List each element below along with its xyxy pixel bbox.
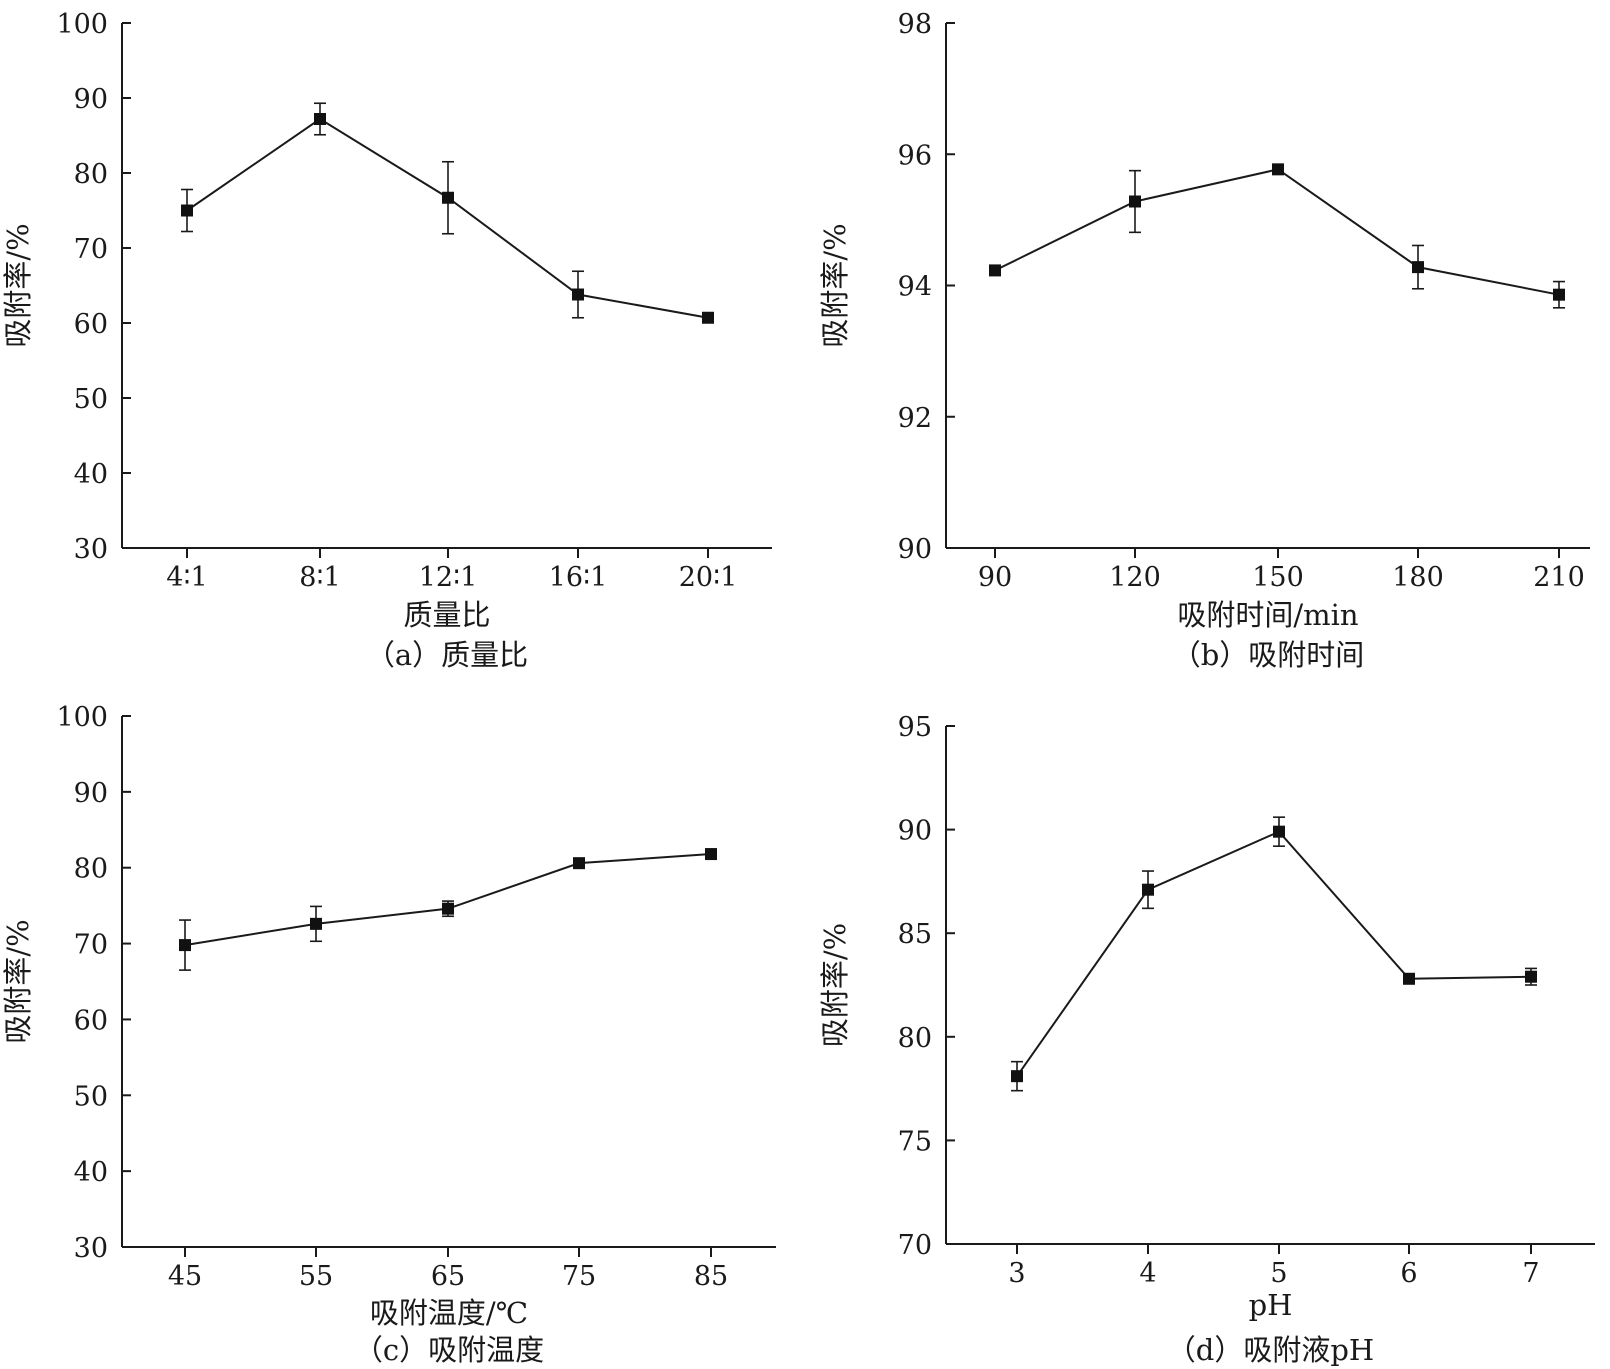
x-tick-label: 6 xyxy=(1400,1258,1417,1289)
data-point xyxy=(442,191,454,204)
data-point xyxy=(1553,288,1565,301)
x-tick-label: 210 xyxy=(1533,562,1585,593)
y-tick-label: 90 xyxy=(898,534,932,565)
x-tick-label: 180 xyxy=(1392,562,1444,593)
data-point xyxy=(181,204,193,217)
y-tick-label: 96 xyxy=(898,140,932,171)
x-tick-label: 12∶1 xyxy=(419,562,478,593)
x-tick-label: 7 xyxy=(1522,1258,1539,1289)
y-tick-label: 60 xyxy=(74,309,108,340)
data-point xyxy=(702,311,714,324)
data-point xyxy=(1412,261,1424,274)
y-tick-label: 70 xyxy=(74,234,108,265)
data-point xyxy=(1273,825,1285,838)
y-axis-title: 吸附率/% xyxy=(1,223,35,347)
y-tick-label: 90 xyxy=(898,816,932,847)
x-tick-label: 150 xyxy=(1252,562,1304,593)
y-tick-label: 40 xyxy=(74,459,108,490)
data-point xyxy=(572,288,584,301)
x-axis-title: 质量比 xyxy=(403,598,490,632)
x-tick-label: 16∶1 xyxy=(549,562,608,593)
y-tick-label: 70 xyxy=(74,930,108,961)
data-point xyxy=(1272,163,1284,176)
y-tick-label: 80 xyxy=(74,854,108,885)
panel-c: 30 40 50 60 70 80 90 100 45 55 65 75 85 吸附率/% 吸附温度/℃（c… xyxy=(1,702,776,1367)
series-line xyxy=(1016,830,1532,1077)
data-point xyxy=(310,917,322,930)
y-tick-label: 70 xyxy=(898,1230,932,1261)
data-point xyxy=(179,939,191,952)
series-line xyxy=(184,853,712,947)
y-tick-label: 40 xyxy=(74,1157,108,1188)
data-point xyxy=(705,848,717,861)
x-tick-label: 85 xyxy=(694,1261,728,1292)
panel-caption: （b）吸附时间 xyxy=(1172,638,1365,672)
y-tick-label: 50 xyxy=(74,1081,108,1112)
data-point xyxy=(573,857,585,870)
x-axis-title: 吸附温度/℃ xyxy=(370,1296,528,1330)
y-tick-label: 85 xyxy=(898,919,932,950)
data-point xyxy=(1142,883,1154,896)
y-tick-label: 100 xyxy=(56,9,108,40)
panel-a: 30 40 50 60 70 80 90 100 4∶1 8∶1 12∶1 16∶1 20∶1 吸附率/%… xyxy=(1,9,772,672)
panel-caption: （a）质量比 xyxy=(366,638,528,672)
y-axis-title: 吸附率/% xyxy=(818,923,852,1047)
y-tick-label: 95 xyxy=(898,712,932,743)
y-tick-label: 98 xyxy=(898,9,932,40)
panel-d: 70 75 80 85 90 95 3 4 5 6 7 吸附率/% pH （d）吸附液pH xyxy=(818,712,1595,1367)
data-point xyxy=(1129,195,1141,208)
y-tick-label: 94 xyxy=(898,272,932,303)
data-point xyxy=(1011,1070,1023,1083)
y-tick-label: 90 xyxy=(74,778,108,809)
y-tick-label: 50 xyxy=(74,384,108,415)
y-tick-label: 30 xyxy=(74,534,108,565)
series-line xyxy=(994,168,1560,296)
y-axis-title: 吸附率/% xyxy=(818,223,852,347)
data-point xyxy=(1403,972,1415,985)
x-tick-label: 120 xyxy=(1109,562,1161,593)
x-axis-title: pH xyxy=(1249,1288,1293,1322)
x-tick-label: 65 xyxy=(431,1261,465,1292)
panel-caption: （c）吸附温度 xyxy=(354,1333,544,1367)
data-point xyxy=(1525,970,1537,983)
x-tick-label: 20∶1 xyxy=(679,562,738,593)
data-point xyxy=(442,902,454,915)
panel-caption: （d）吸附液pH xyxy=(1167,1333,1374,1367)
x-axis-title: 吸附时间/min xyxy=(1177,598,1358,632)
y-tick-label: 92 xyxy=(898,403,932,434)
x-tick-label: 5 xyxy=(1270,1258,1287,1289)
panel-b: 90 92 94 96 98 90 120 150 180 210 吸附率/% 吸附时间/min （b）… xyxy=(818,9,1590,672)
data-point xyxy=(314,113,326,125)
y-tick-label: 80 xyxy=(898,1023,932,1054)
y-tick-label: 100 xyxy=(56,702,108,733)
x-tick-label: 75 xyxy=(562,1261,596,1292)
x-tick-label: 8∶1 xyxy=(299,562,340,593)
x-tick-label: 90 xyxy=(978,562,1012,593)
y-tick-label: 60 xyxy=(74,1005,108,1036)
x-tick-label: 45 xyxy=(168,1261,202,1292)
y-axis-title: 吸附率/% xyxy=(1,919,35,1043)
x-tick-label: 4 xyxy=(1139,1258,1156,1289)
x-tick-label: 3 xyxy=(1008,1258,1025,1289)
y-tick-label: 80 xyxy=(74,159,108,190)
data-point xyxy=(989,264,1001,277)
x-tick-label: 4∶1 xyxy=(166,562,207,593)
x-tick-label: 55 xyxy=(299,1261,333,1292)
y-tick-label: 90 xyxy=(74,84,108,115)
y-tick-label: 30 xyxy=(74,1233,108,1264)
y-tick-label: 75 xyxy=(898,1126,932,1157)
